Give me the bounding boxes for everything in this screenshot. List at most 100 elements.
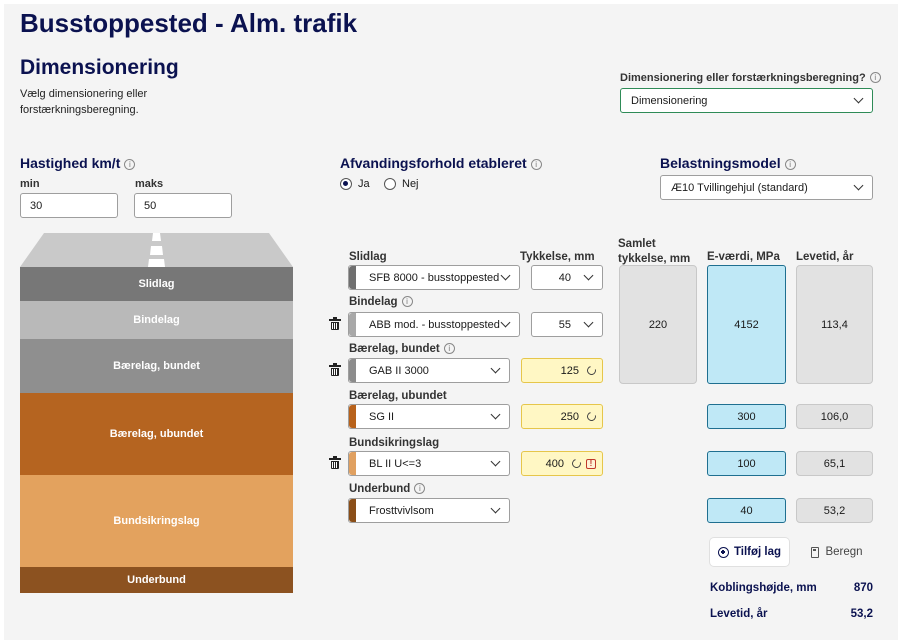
column-header-total-line: tykkelse, mm <box>618 253 691 265</box>
diagram-layer: Underbund <box>20 567 293 593</box>
drainage-label: Afvandingsforhold etableret i <box>340 155 542 171</box>
layer-thickness-value: 40 <box>558 271 571 284</box>
drainage-no-radio[interactable] <box>384 178 396 190</box>
layer-thickness-input[interactable]: 400 ! <box>521 451 603 476</box>
diagram-layer: Bærelag, bundet <box>20 339 293 393</box>
chevron-down-icon <box>490 456 501 467</box>
add-layer-button[interactable]: Tilføj lag <box>710 538 789 566</box>
layer-color-swatch <box>349 499 356 522</box>
diagram-layer: Bundsikringslag <box>20 475 293 567</box>
info-icon[interactable]: i <box>784 159 796 170</box>
layer-label-text: Bærelag, bundet <box>349 343 440 355</box>
refresh-icon[interactable] <box>585 410 598 423</box>
drainage-yes-radio[interactable] <box>340 178 352 190</box>
layer-thickness-select[interactable]: 40 <box>531 265 603 290</box>
chevron-down-icon <box>500 270 511 281</box>
layer-material-value: BL II U<=3 <box>369 457 422 470</box>
layer-label: Bærelag, ubundet <box>349 390 447 402</box>
coupling-height-value: 870 <box>853 582 873 594</box>
speed-max-input[interactable]: 50 <box>134 193 232 218</box>
layer-color-swatch <box>349 405 356 428</box>
layer-thickness-input[interactable]: 125 <box>521 358 603 383</box>
info-icon[interactable]: i <box>401 296 413 307</box>
section-description: Vælg dimensionering eller forstærkningsb… <box>20 86 147 118</box>
layer-label: Underbund i <box>349 483 426 495</box>
layer-label: Slidlag <box>349 251 387 263</box>
layer-lifetime: 106,0 <box>796 404 873 429</box>
trash-icon[interactable] <box>329 363 341 376</box>
refresh-icon[interactable] <box>585 364 598 377</box>
layer-label: Bærelag, bundet i <box>349 343 455 355</box>
layer-color-swatch <box>349 452 356 475</box>
road-surface-illustration <box>20 233 293 267</box>
column-header-evalue: E-værdi, MPa <box>707 251 780 263</box>
calculator-icon <box>811 546 820 558</box>
layer-thickness-value: 400 <box>545 457 564 470</box>
layer-thickness-select[interactable]: 55 <box>531 312 603 337</box>
speed-label: Hastighed km/t i <box>20 155 136 171</box>
drainage-no-label: Nej <box>402 178 419 190</box>
page-title: Busstoppested - Alm. trafik <box>20 8 358 38</box>
mode-select[interactable]: Dimensionering <box>620 88 873 113</box>
load-model-label-text: Belastningsmodel <box>660 155 781 171</box>
section-description-line: forstærkningsberegning. <box>20 104 139 116</box>
chevron-down-icon <box>853 93 864 104</box>
layer-thickness-value: 250 <box>560 410 579 423</box>
layer-material-select[interactable]: Frosttvivlsom <box>348 498 510 523</box>
warning-icon: ! <box>586 458 596 469</box>
layer-material-select[interactable]: SG II <box>348 404 510 429</box>
layer-material-select[interactable]: ABB mod. - busstoppested <box>348 312 520 337</box>
trash-icon[interactable] <box>329 456 341 469</box>
layer-material-value: GAB II 3000 <box>369 364 429 377</box>
layer-thickness-input[interactable]: 250 <box>521 404 603 429</box>
column-header-lifetime: Levetid, år <box>796 251 854 263</box>
info-icon[interactable]: i <box>869 72 881 83</box>
layer-material-select[interactable]: SFB 8000 - busstoppested <box>348 265 520 290</box>
layer-material-select[interactable]: BL II U<=3 <box>348 451 510 476</box>
add-layer-button-label: Tilføj lag <box>733 546 782 558</box>
result-lifetime-label: Levetid, år <box>710 608 768 620</box>
bound-lifetime-value: 113,4 <box>796 265 873 384</box>
speed-min-input[interactable]: 30 <box>20 193 118 218</box>
plus-circle-icon <box>717 546 729 558</box>
section-description-line: Vælg dimensionering eller <box>20 88 148 100</box>
chevron-down-icon <box>500 317 511 328</box>
diagram-layer: Bærelag, ubundet <box>20 393 293 475</box>
refresh-icon[interactable] <box>570 457 583 470</box>
chevron-down-icon <box>490 409 501 420</box>
info-icon[interactable]: i <box>443 343 455 354</box>
calculate-button[interactable]: Beregn <box>801 538 873 566</box>
diagram-layer: Bindelag <box>20 301 293 339</box>
mode-select-value: Dimensionering <box>631 94 708 107</box>
layer-thickness-value: 125 <box>560 364 579 377</box>
diagram-layer: Slidlag <box>20 267 293 301</box>
layer-color-swatch <box>349 359 356 382</box>
layer-evalue: 100 <box>707 451 786 476</box>
section-title: Dimensionering <box>20 56 179 79</box>
coupling-height-label: Koblingshøjde, mm <box>710 582 817 594</box>
layer-label: Bundsikringslag <box>349 437 440 449</box>
trash-icon[interactable] <box>329 317 341 330</box>
speed-label-text: Hastighed km/t <box>20 155 121 171</box>
speed-max-label: maks <box>135 178 164 190</box>
info-icon[interactable]: i <box>124 159 136 170</box>
result-lifetime-value: 53,2 <box>850 608 873 620</box>
page: Busstoppested - Alm. trafik Dimensioneri… <box>4 4 898 640</box>
load-model-label: Belastningsmodel i <box>660 155 796 171</box>
layer-material-value: Frosttvivlsom <box>369 504 434 517</box>
calculate-button-label: Beregn <box>825 546 863 558</box>
chevron-down-icon <box>583 270 594 281</box>
drainage-label-text: Afvandingsforhold etableret <box>340 155 527 171</box>
total-thickness-value: 220 <box>619 265 697 384</box>
chevron-down-icon <box>490 363 501 374</box>
drainage-yes-label: Ja <box>358 178 370 190</box>
info-icon[interactable]: i <box>414 483 426 494</box>
info-icon[interactable]: i <box>530 159 542 170</box>
load-model-select-value: Æ10 Tvillingehjul (standard) <box>671 181 808 194</box>
layer-material-value: ABB mod. - busstoppested <box>369 318 500 331</box>
load-model-select[interactable]: Æ10 Tvillingehjul (standard) <box>660 175 873 200</box>
mode-label-text: Dimensionering eller forstærkningsberegn… <box>620 72 866 84</box>
layer-material-value: SG II <box>369 410 395 423</box>
layer-material-select[interactable]: GAB II 3000 <box>348 358 510 383</box>
speed-min-label: min <box>20 178 40 190</box>
